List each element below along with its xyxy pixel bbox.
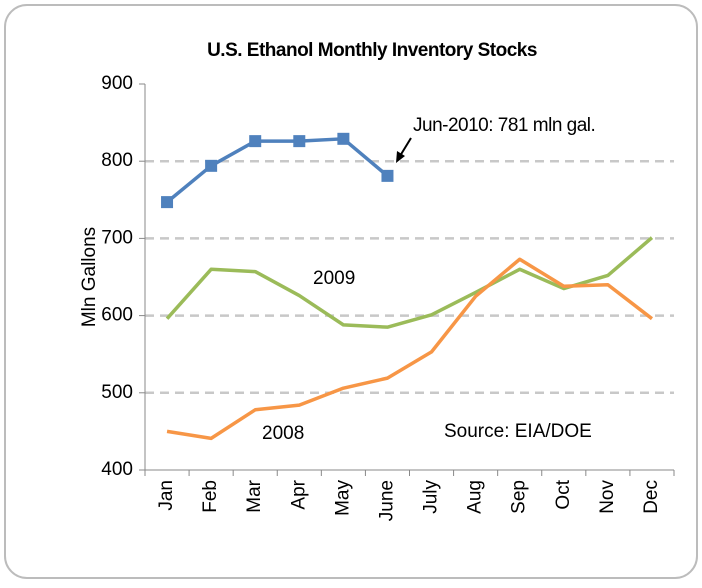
marker: [161, 196, 174, 209]
marker: [381, 169, 394, 182]
x-tick-label: Jan: [156, 480, 177, 511]
series-line: [166, 257, 654, 441]
y-tick-label: 400: [101, 459, 133, 480]
marker: [293, 135, 306, 148]
x-tick-label: Feb: [200, 480, 221, 513]
arrow-head: [396, 151, 405, 163]
y-tick-label: 500: [101, 382, 133, 403]
x-tick-label: Nov: [597, 480, 618, 514]
series-line: [165, 137, 389, 204]
x-tick-label: July: [421, 480, 442, 514]
y-tick-label: 900: [101, 73, 133, 94]
x-tick-label: May: [332, 480, 353, 516]
y-tick-label: 700: [101, 227, 133, 248]
y-axis-title: Mln Gallons: [79, 227, 100, 327]
series-label: 2009: [313, 268, 355, 289]
marker: [337, 132, 350, 145]
x-tick-label: Sep: [509, 480, 530, 514]
x-tick-label: Apr: [288, 479, 309, 509]
x-tick-label: Aug: [465, 480, 486, 514]
x-tick-label: Mar: [244, 479, 265, 512]
annotation: Jun-2010: 781 mln gal.: [413, 115, 595, 136]
marker: [205, 159, 218, 172]
marker: [249, 135, 262, 148]
y-tick-label: 800: [101, 150, 133, 171]
series-label: 2008: [262, 423, 304, 444]
x-tick-label: Oct: [553, 479, 574, 509]
x-tick-label: Dec: [641, 480, 662, 514]
annotation-arrow: [399, 137, 412, 157]
y-tick-label: 600: [101, 305, 133, 326]
chart-title: U.S. Ethanol Monthly Inventory Stocks: [207, 40, 537, 61]
source-note: Source: EIA/DOE: [444, 421, 592, 442]
x-tick-label: June: [376, 480, 397, 521]
